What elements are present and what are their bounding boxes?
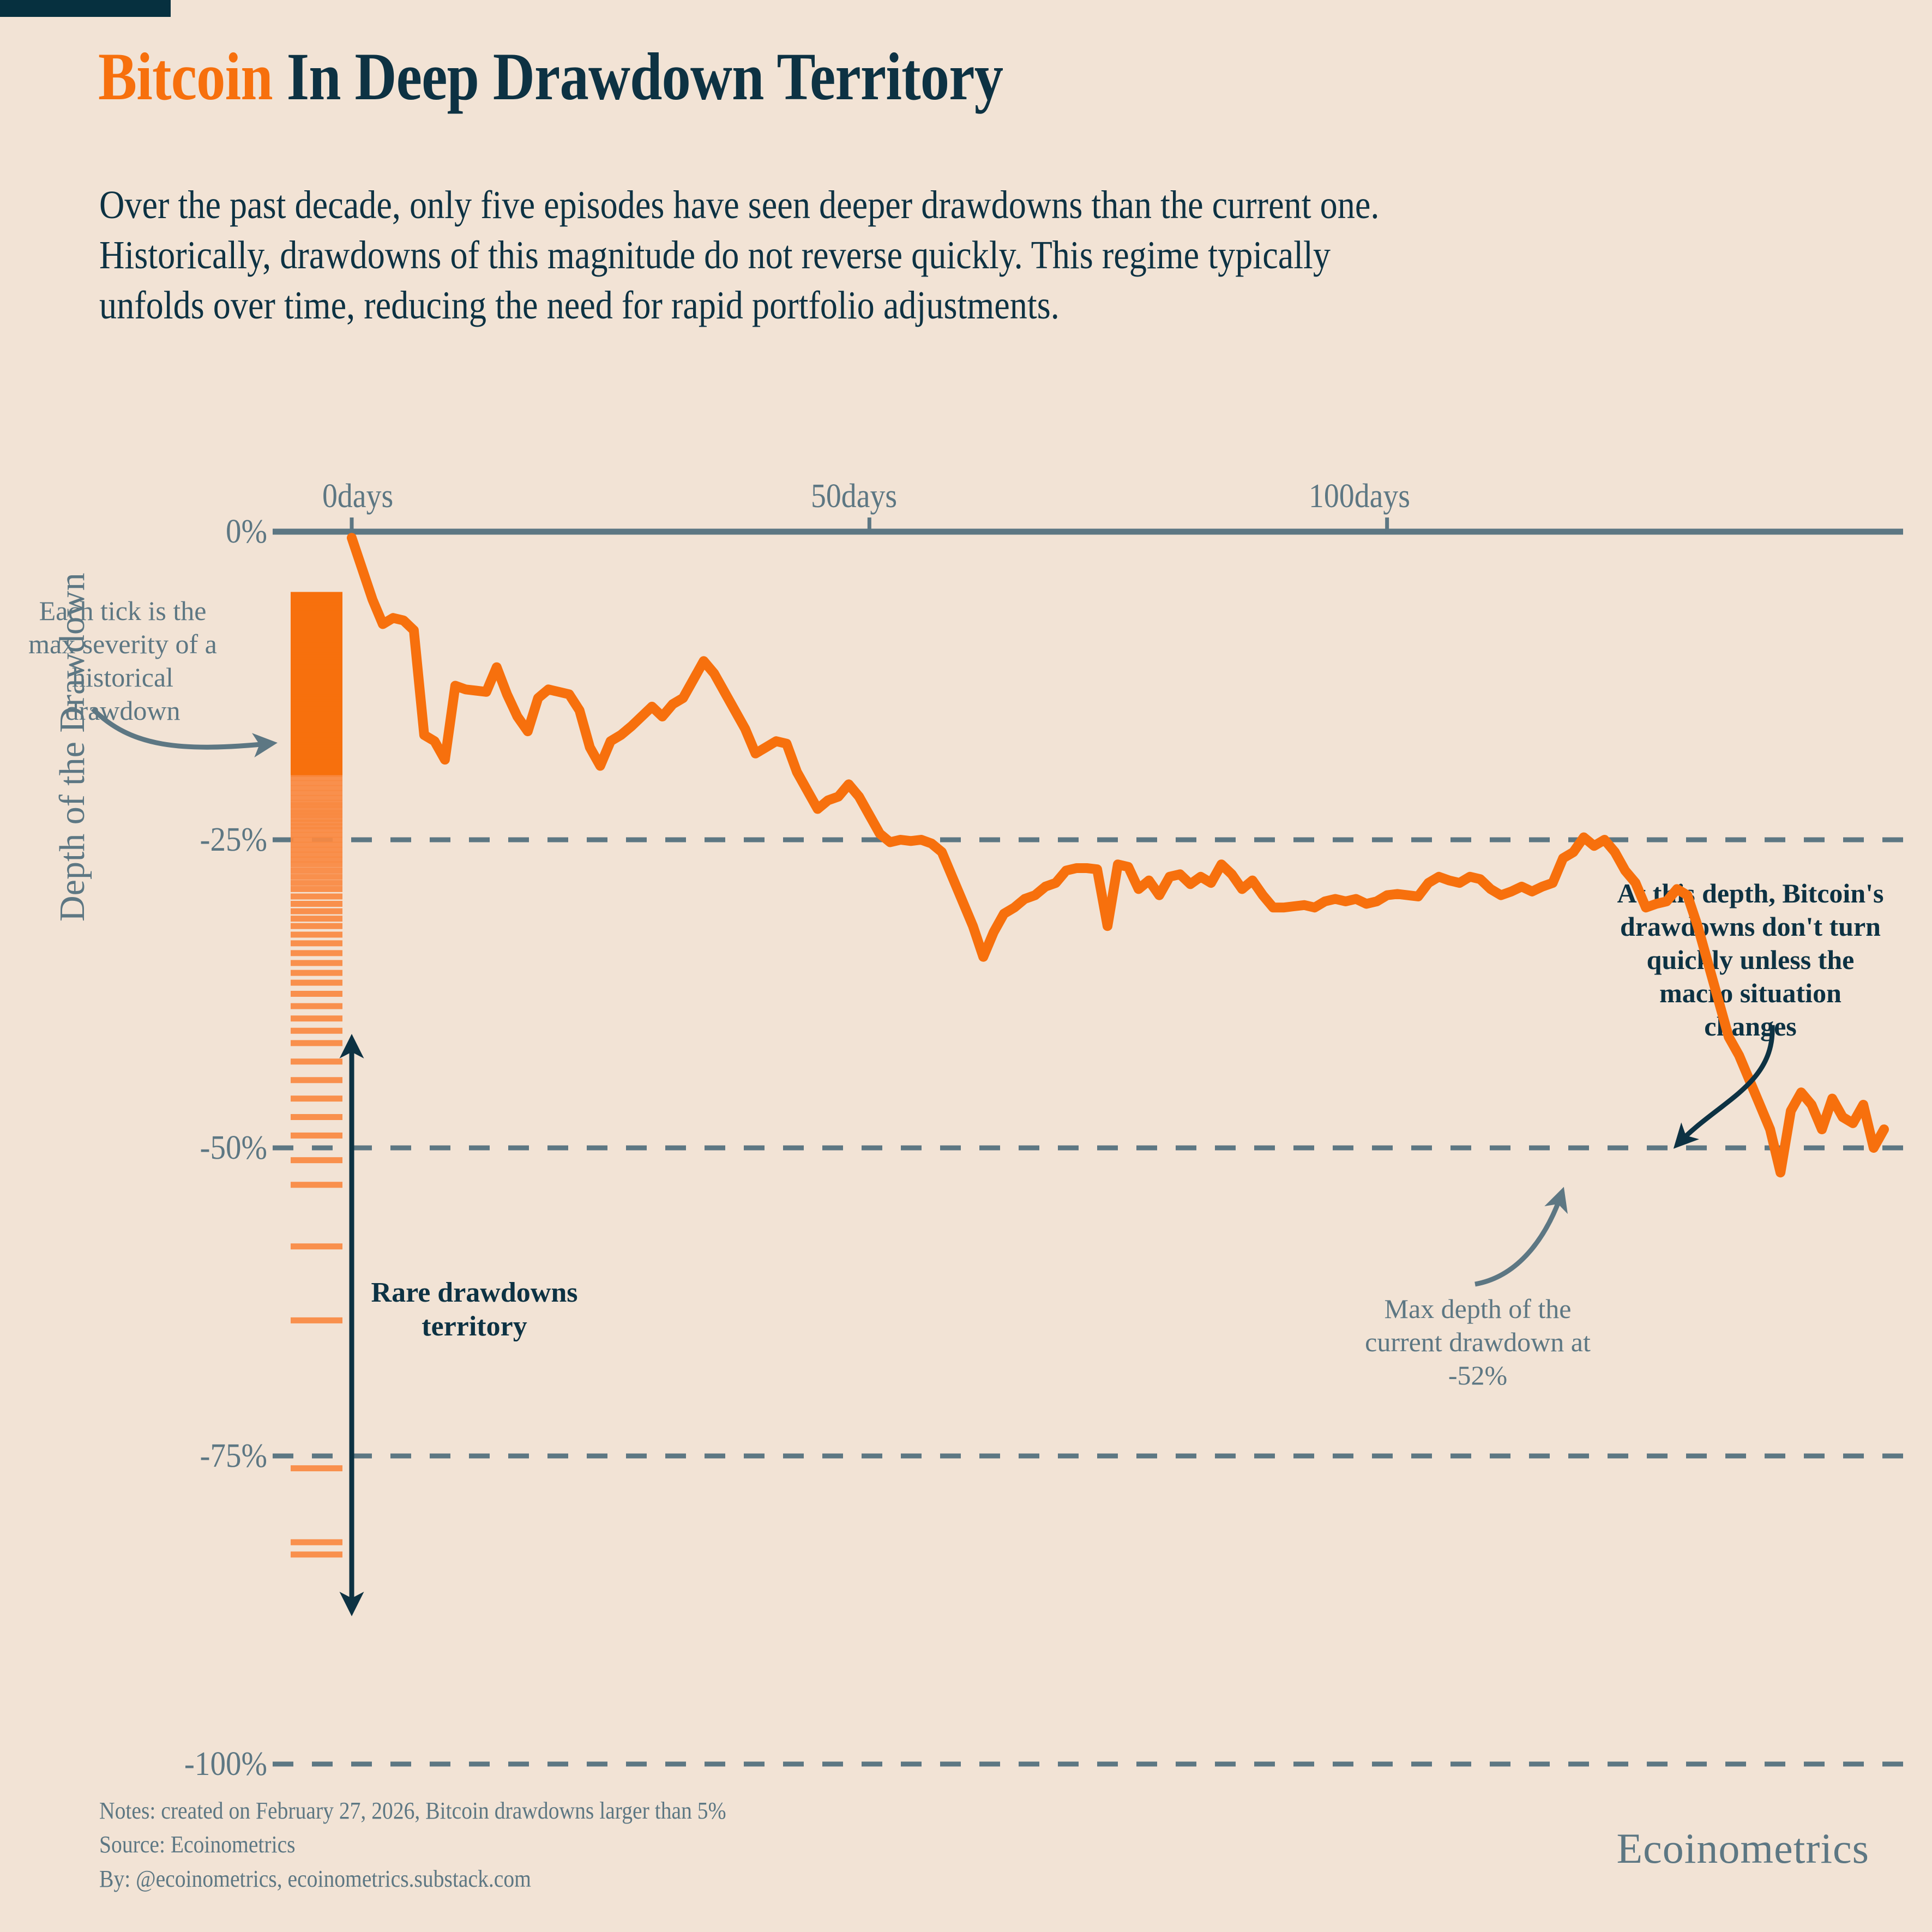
title-rest: In Deep Drawdown Territory [272, 39, 1003, 114]
ytick-label-25: -25% [200, 821, 267, 858]
drawdown-line [347, 533, 1889, 1178]
macro-annotation-text: At this depth, Bitcoin's drawdowns don't… [1617, 878, 1884, 1042]
footer-source-line: Source: Ecoinometrics [99, 1831, 296, 1858]
rug-annotation-text: Each tick is the max severity of a histo… [28, 595, 217, 726]
brand-wordmark: Ecoinometrics [1616, 1825, 1869, 1872]
ytick-label-50: -50% [200, 1129, 267, 1166]
footer-notes-line: Notes: created on February 27, 2026, Bit… [99, 1797, 726, 1824]
rug-ticks [291, 592, 342, 1558]
subtitle: Over the past decade, only five episodes… [99, 183, 1380, 327]
axis-lines [273, 517, 1903, 535]
xtick-label-0: 0days [322, 478, 394, 515]
max-depth-annotation-text: Max depth of the current drawdown at -52… [1365, 1293, 1591, 1391]
top-left-accent-bar [0, 0, 171, 17]
title-brand: Bitcoin [98, 39, 273, 114]
ytick-label-0: 0% [225, 513, 267, 550]
footer-by-line: By: @ecoinometrics, ecoinometrics.substa… [99, 1865, 531, 1892]
ytick-label-100: -100% [184, 1746, 267, 1783]
annotation-arrows [91, 707, 1775, 1616]
gridlines [273, 837, 1903, 1767]
page-title: Bitcoin In Deep Drawdown Territory [98, 38, 1003, 116]
footer-notes: Notes: created on February 27, 2026, Bit… [99, 1794, 726, 1896]
rare-territory-label: Rare drawdowns territory [371, 1277, 578, 1343]
xtick-label-1: 50days [811, 478, 898, 515]
ytick-label-75: -75% [200, 1437, 267, 1474]
xtick-label-2: 100days [1309, 478, 1410, 515]
